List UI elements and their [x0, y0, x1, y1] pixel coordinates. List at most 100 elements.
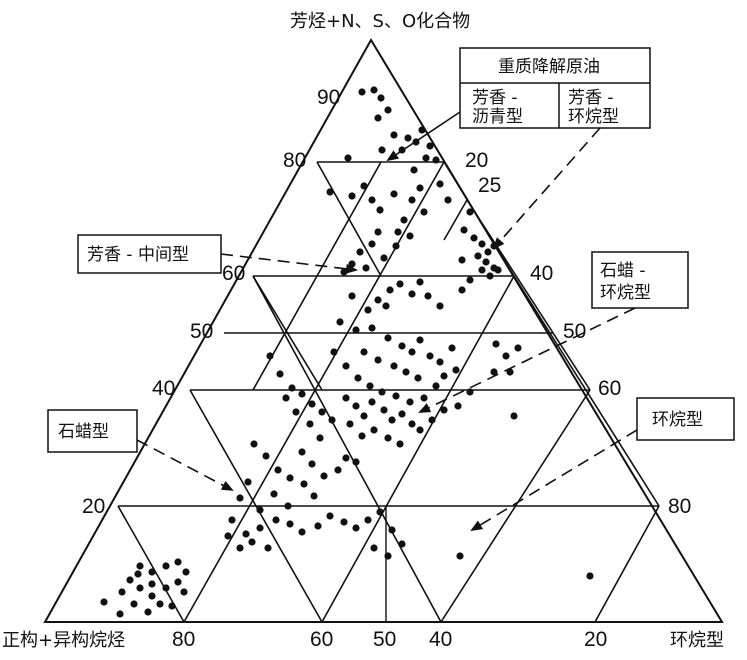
sample-point	[422, 154, 430, 162]
sample-point	[416, 426, 424, 434]
sample-point	[288, 384, 296, 392]
sample-point	[408, 290, 416, 298]
sample-point	[264, 544, 272, 552]
bottom-tick-40: 40	[429, 628, 452, 651]
sample-point	[156, 600, 164, 608]
sample-point	[416, 184, 424, 192]
sample-point	[454, 402, 462, 410]
sample-point	[466, 276, 474, 284]
sample-point	[408, 420, 416, 428]
sample-point	[486, 272, 494, 280]
sample-point	[340, 518, 348, 526]
sample-point	[174, 578, 182, 586]
sample-point	[384, 334, 392, 342]
sample-point	[262, 452, 270, 460]
sample-point	[408, 348, 416, 356]
sample-point	[404, 134, 412, 142]
sample-point	[380, 254, 388, 262]
sample-point	[398, 540, 406, 548]
sample-point	[314, 522, 322, 530]
sample-point	[492, 340, 500, 348]
sample-point	[398, 146, 406, 154]
sample-point	[180, 588, 188, 596]
sample-point	[416, 336, 424, 344]
sample-point	[168, 602, 176, 610]
sample-point	[298, 448, 306, 456]
sample-point	[390, 131, 398, 139]
sample-point	[514, 344, 522, 352]
heavy-oil-box: 重质降解原油 芳香 - 沥青型 芳香 - 环烷型	[459, 47, 651, 129]
sample-point	[360, 348, 368, 356]
sample-point	[456, 552, 464, 560]
heavy-box-right-line2: 环烷型	[568, 107, 619, 127]
sample-point	[266, 352, 274, 360]
sample-point	[406, 232, 414, 240]
sample-point	[394, 228, 402, 236]
sample-point	[368, 196, 376, 204]
sample-point	[358, 88, 366, 96]
sample-point	[374, 114, 382, 122]
sample-point	[392, 242, 400, 250]
sample-point	[364, 516, 372, 524]
sample-point	[286, 474, 294, 482]
sample-point	[386, 286, 394, 294]
sample-point	[470, 234, 478, 242]
sample-point	[368, 324, 376, 332]
sample-point	[510, 412, 518, 420]
sample-point	[310, 492, 318, 500]
bottom-tick-20: 20	[584, 628, 607, 651]
sample-point	[326, 512, 334, 520]
sample-point	[384, 106, 392, 114]
sample-point	[402, 368, 410, 376]
sample-point	[344, 154, 352, 162]
sample-point	[348, 260, 356, 268]
left-corner-label: 正构+异构烷烃	[2, 630, 125, 651]
sample-point	[306, 420, 314, 428]
sample-point	[250, 440, 258, 448]
sample-point	[326, 188, 334, 196]
paraffin-naphthene-line1: 石蜡 -	[600, 261, 646, 281]
right-tick-25: 25	[478, 174, 501, 197]
sample-point	[398, 342, 406, 350]
sample-point	[228, 516, 236, 524]
sample-point	[134, 570, 142, 578]
sample-point	[410, 166, 418, 174]
sample-point	[460, 226, 468, 234]
sample-point	[436, 302, 444, 310]
sample-point	[162, 562, 170, 570]
sample-point	[374, 356, 382, 364]
sample-point	[384, 552, 392, 560]
sample-point	[236, 494, 244, 502]
sample-point	[276, 370, 284, 378]
sample-point	[388, 526, 396, 534]
sample-point	[466, 208, 474, 216]
sample-point	[368, 398, 376, 406]
sample-point	[370, 544, 378, 552]
sample-point	[352, 326, 360, 334]
sample-point	[300, 480, 308, 488]
aromatic-intermediate-label: 芳香 - 中间型	[87, 245, 189, 265]
sample-point	[352, 402, 360, 410]
sample-point	[420, 394, 428, 402]
sample-point	[366, 382, 374, 390]
sample-point	[174, 558, 182, 566]
sample-point	[358, 432, 366, 440]
sample-point	[436, 358, 444, 366]
sample-point	[478, 266, 486, 274]
sample-point	[346, 420, 354, 428]
sample-point	[136, 562, 144, 570]
arrow-aromatic-intermediate	[220, 253, 358, 274]
sample-point	[452, 366, 460, 374]
sample-point	[390, 362, 398, 370]
sample-point	[248, 538, 256, 546]
sample-point	[382, 302, 390, 310]
sample-point	[502, 352, 510, 360]
sample-point	[432, 382, 440, 390]
sample-point	[116, 610, 124, 618]
sample-point	[392, 392, 400, 400]
left-tick-40: 40	[152, 377, 175, 400]
sample-point	[224, 532, 232, 540]
aromatic-intermediate-box: 芳香 - 中间型	[77, 234, 222, 274]
sample-point	[378, 146, 386, 154]
